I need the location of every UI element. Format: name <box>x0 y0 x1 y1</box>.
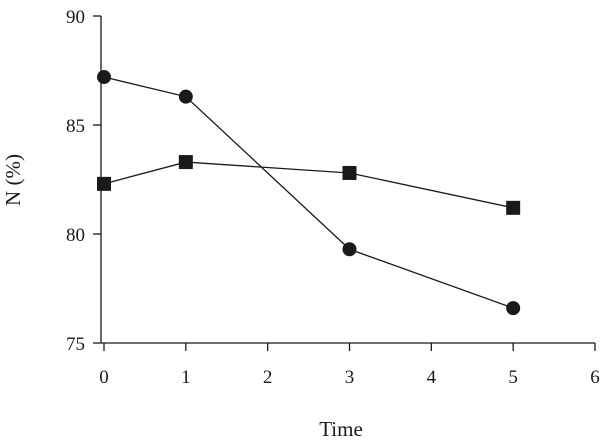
data-point-square <box>97 176 111 191</box>
data-point-square <box>178 155 193 170</box>
series-layer <box>97 70 521 316</box>
x-axis-title: Time <box>319 417 363 441</box>
data-point-circle <box>342 242 357 257</box>
data-point-square <box>506 200 521 215</box>
y-tick-label: 75 <box>66 334 85 355</box>
x-tick-label: 0 <box>99 367 109 388</box>
y-tick-label: 80 <box>66 225 85 246</box>
data-point-circle <box>178 89 193 104</box>
x-tick-label: 6 <box>590 367 600 388</box>
series-2 <box>97 155 521 215</box>
series-line <box>103 161 514 209</box>
x-tick-label: 5 <box>508 367 518 388</box>
x-tick-label: 1 <box>181 367 191 388</box>
x-tick-label: 4 <box>427 367 437 388</box>
data-point-square <box>342 165 357 180</box>
series-line <box>103 76 514 309</box>
y-tick-label: 85 <box>66 116 85 137</box>
x-ticks: 0 1 2 3 4 5 6 <box>99 343 600 388</box>
y-ticks: 75 80 85 90 <box>66 7 101 355</box>
data-point-circle <box>97 70 111 85</box>
series-1 <box>97 70 521 316</box>
y-tick-label: 90 <box>66 7 85 28</box>
x-tick-label: 3 <box>345 367 355 388</box>
y-axis-title: N (%) <box>1 154 25 206</box>
x-tick-label: 2 <box>263 367 273 388</box>
data-point-circle <box>506 301 521 316</box>
